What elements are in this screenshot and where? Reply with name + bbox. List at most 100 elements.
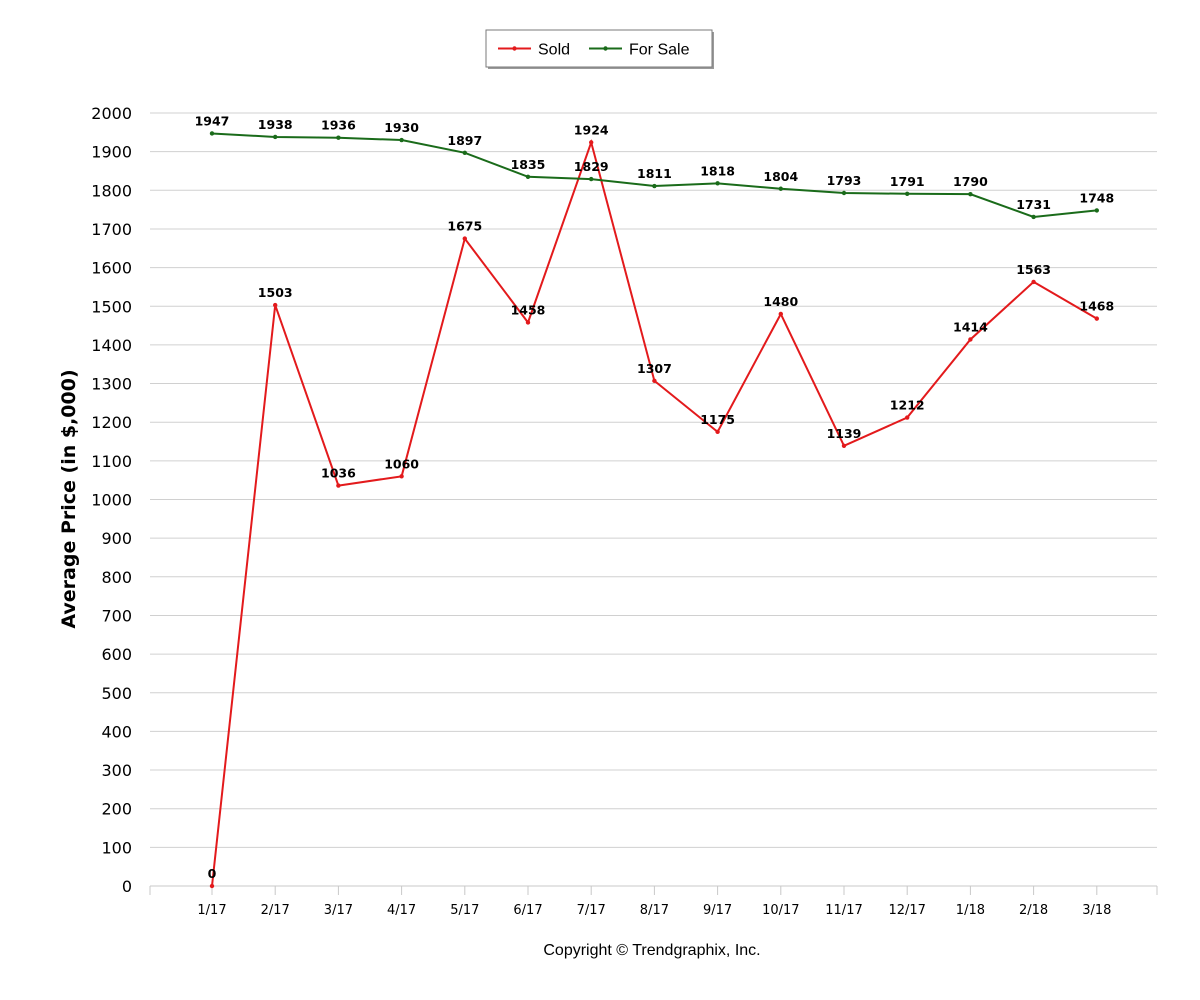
data-point bbox=[905, 415, 910, 420]
data-label: 1414 bbox=[953, 319, 988, 334]
axes: 0 100 200 300 400 500 600 700 800 900 1000 1100 1200… bbox=[91, 104, 1158, 918]
y-tick-label: 1400 bbox=[91, 336, 132, 355]
x-tick-label: 3/18 bbox=[1082, 903, 1111, 918]
data-point bbox=[715, 429, 720, 435]
y-tick-label: 1600 bbox=[91, 259, 132, 278]
data-point bbox=[589, 176, 594, 182]
data-label: 1791 bbox=[890, 174, 925, 189]
y-tick-label: 1000 bbox=[91, 491, 132, 510]
data-point bbox=[209, 883, 215, 889]
x-tick-label: 4/17 bbox=[387, 903, 416, 918]
data-point bbox=[652, 183, 657, 189]
data-label: 1139 bbox=[827, 426, 862, 441]
copyright-text: Copyright © Trendgraphix, Inc. bbox=[543, 942, 760, 959]
data-point bbox=[778, 186, 783, 191]
data-label: 1790 bbox=[953, 174, 988, 189]
data-point bbox=[841, 443, 847, 448]
x-tick-label: 10/17 bbox=[762, 903, 799, 918]
data-label: 1731 bbox=[1016, 197, 1051, 212]
data-point bbox=[399, 137, 404, 143]
data-point bbox=[778, 311, 783, 317]
data-label: 1480 bbox=[763, 294, 798, 309]
x-tick-label: 7/17 bbox=[577, 903, 606, 918]
data-label: 0 bbox=[208, 866, 217, 881]
data-label: 1938 bbox=[258, 117, 293, 132]
y-tick-label: 1200 bbox=[91, 413, 132, 432]
data-label: 1060 bbox=[384, 456, 419, 471]
data-point bbox=[715, 181, 720, 186]
y-axis-label: Average Price (in $,000) bbox=[58, 369, 80, 628]
y-tick-label: 600 bbox=[101, 645, 132, 664]
y-tick-label: 1500 bbox=[91, 297, 132, 316]
grid bbox=[150, 112, 1157, 848]
data-point bbox=[399, 474, 404, 479]
data-label: 1829 bbox=[574, 159, 609, 174]
y-tick-label: 700 bbox=[101, 606, 132, 625]
data-label: 1947 bbox=[195, 113, 230, 128]
data-label: 1503 bbox=[258, 285, 293, 300]
x-tick-label: 3/17 bbox=[324, 903, 353, 918]
data-label: 1212 bbox=[890, 398, 925, 413]
data-label: 1036 bbox=[321, 466, 356, 481]
x-tick-label: 2/18 bbox=[1019, 903, 1048, 918]
legend-marker bbox=[512, 46, 517, 51]
y-tick-label: 1100 bbox=[91, 452, 132, 471]
data-point bbox=[462, 236, 467, 241]
y-tick-label: 400 bbox=[101, 722, 132, 741]
legend-label-for-sale: For Sale bbox=[629, 42, 690, 59]
data-label: 1458 bbox=[511, 302, 546, 317]
y-tick-label: 2000 bbox=[91, 104, 132, 123]
data-point bbox=[209, 131, 215, 136]
y-tick-label: 200 bbox=[101, 800, 132, 819]
legend: Sold For Sale bbox=[485, 29, 714, 69]
y-tick-label: 800 bbox=[101, 568, 132, 587]
data-point bbox=[1031, 279, 1036, 285]
data-point bbox=[1094, 316, 1100, 321]
data-label: 1748 bbox=[1079, 190, 1114, 205]
x-tick-label: 9/17 bbox=[703, 903, 732, 918]
data-label: 1811 bbox=[637, 166, 672, 181]
series-line-sold bbox=[211, 138, 1098, 887]
data-label: 1897 bbox=[447, 133, 482, 148]
x-tick-label: 5/17 bbox=[450, 903, 479, 918]
data-point bbox=[1031, 214, 1036, 220]
data-label: 1175 bbox=[700, 412, 735, 427]
x-tick-label: 6/17 bbox=[513, 903, 542, 918]
data-label: 1468 bbox=[1079, 299, 1114, 314]
data-label: 1936 bbox=[321, 118, 356, 133]
data-point bbox=[336, 135, 341, 140]
data-label: 1924 bbox=[574, 122, 609, 137]
data-label: 1793 bbox=[827, 173, 862, 188]
data-point bbox=[652, 378, 657, 384]
x-tick-label: 12/17 bbox=[888, 903, 925, 918]
x-tick-label: 1/17 bbox=[197, 903, 226, 918]
data-label: 1818 bbox=[700, 163, 735, 178]
y-tick-label: 1700 bbox=[91, 220, 132, 239]
data-point bbox=[273, 134, 278, 140]
x-tick-label: 8/17 bbox=[640, 903, 669, 918]
data-label: 1804 bbox=[763, 169, 798, 184]
y-tick-label: 100 bbox=[101, 838, 132, 857]
data-point bbox=[968, 337, 973, 342]
y-tick-label: 900 bbox=[101, 529, 132, 548]
y-tick-label: 0 bbox=[122, 877, 132, 896]
x-tick-label: 2/17 bbox=[261, 903, 290, 918]
x-tick-label: 1/18 bbox=[956, 903, 985, 918]
data-point bbox=[1094, 208, 1100, 213]
data-label: 1675 bbox=[447, 219, 482, 234]
data-point bbox=[589, 140, 594, 145]
data-point bbox=[905, 191, 910, 196]
legend-marker bbox=[603, 46, 608, 51]
data-point bbox=[273, 302, 278, 308]
data-labels: 0 1503 1036 1060 1675 1458 1924 1307 1175 1480 113… bbox=[195, 113, 1115, 881]
series-lines bbox=[209, 131, 1100, 889]
legend-label-sold: Sold bbox=[538, 42, 570, 59]
y-tick-label: 1900 bbox=[91, 143, 132, 162]
data-point bbox=[525, 174, 531, 179]
y-tick-label: 1800 bbox=[91, 181, 132, 200]
y-tick-label: 300 bbox=[101, 761, 132, 780]
data-point bbox=[968, 191, 973, 197]
data-point bbox=[336, 483, 341, 488]
data-label: 1930 bbox=[384, 120, 419, 135]
